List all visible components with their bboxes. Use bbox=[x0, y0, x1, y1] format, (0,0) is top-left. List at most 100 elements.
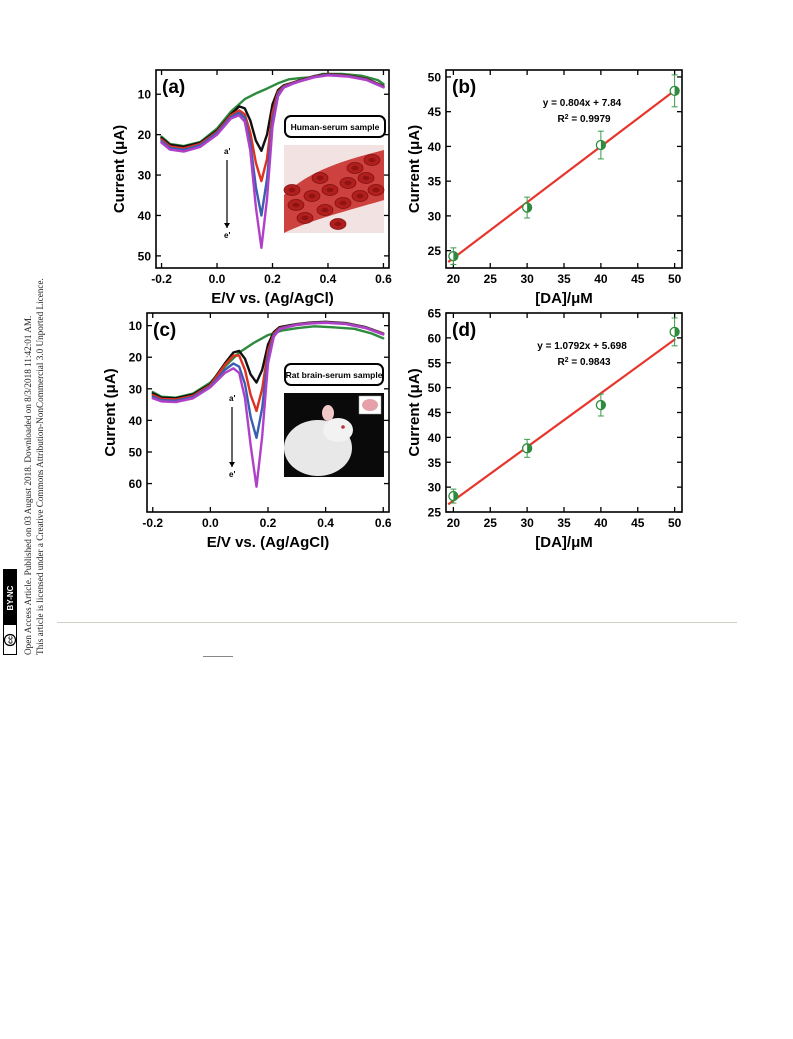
inset-label: Human-serum sample bbox=[291, 122, 380, 132]
y-tick-label: 35 bbox=[428, 175, 442, 189]
x-axis-label: [DA]/μM bbox=[535, 290, 593, 307]
x-tick-label: 0.2 bbox=[260, 516, 277, 530]
footnote-rule bbox=[203, 656, 233, 657]
y-axis-label: Current (μA) bbox=[111, 125, 128, 213]
x-tick-label: 45 bbox=[631, 516, 645, 530]
arrow-start-label: a' bbox=[229, 394, 235, 403]
r-label: R bbox=[557, 114, 565, 125]
inset-label-box bbox=[284, 115, 386, 138]
y-tick-label: 40 bbox=[138, 209, 152, 223]
y-axis-label: Current (μA) bbox=[406, 125, 423, 213]
data-point-half bbox=[600, 140, 606, 150]
x-tick-label: -0.2 bbox=[142, 516, 163, 530]
y-tick-label: 50 bbox=[129, 445, 143, 459]
x-tick-label: 50 bbox=[668, 272, 682, 286]
x-tick-label: -0.2 bbox=[151, 272, 172, 286]
y-tick-label: 40 bbox=[428, 140, 442, 154]
y-tick-label: 10 bbox=[138, 88, 152, 102]
y-tick-label: 30 bbox=[129, 382, 143, 396]
panel-label: (b) bbox=[452, 77, 476, 98]
cell-center bbox=[356, 193, 364, 199]
r-exponent: 2 bbox=[565, 114, 569, 121]
inset-label-box bbox=[284, 363, 384, 386]
cell-center bbox=[288, 187, 296, 193]
data-point-half bbox=[600, 400, 606, 410]
panel-label: (c) bbox=[153, 320, 176, 341]
y-axis-label: Current (μA) bbox=[102, 368, 119, 456]
x-tick-label: 30 bbox=[520, 516, 534, 530]
x-tick-label: 35 bbox=[557, 272, 571, 286]
panel-b: 20 25 30 35 40 45 50 25 30 35 40 45 50 [DA]/μM Current… bbox=[406, 69, 683, 307]
cell-center bbox=[344, 180, 352, 186]
y-tick-label: 55 bbox=[428, 356, 442, 370]
y-tick-label: 45 bbox=[428, 105, 442, 119]
y-tick-label: 20 bbox=[129, 351, 143, 365]
x-tick-label: 0.6 bbox=[375, 272, 392, 286]
fit-r-squared: R2 = 0.9979 bbox=[557, 114, 611, 126]
x-tick-label: 30 bbox=[520, 272, 534, 286]
y-tick-label: 25 bbox=[428, 244, 442, 258]
panel-c: -0.2 0.0 0.2 0.4 0.6 10 20 30 40 50 60 E/V vs. (Ag/… bbox=[102, 312, 392, 551]
fit-equation: y = 0.804x + 7.84 bbox=[543, 98, 622, 109]
x-tick-label: 20 bbox=[447, 516, 461, 530]
y-tick-label: 25 bbox=[428, 506, 442, 520]
cell-center bbox=[351, 165, 359, 171]
panel-label: (a) bbox=[162, 77, 185, 98]
cell-center bbox=[308, 193, 316, 199]
x-tick-label: 25 bbox=[484, 516, 498, 530]
fit-equation: y = 1.0792x + 5.698 bbox=[537, 341, 627, 352]
y-tick-label: 40 bbox=[129, 414, 143, 428]
panel-label: (d) bbox=[452, 320, 476, 341]
cell-center bbox=[334, 221, 342, 227]
cell-center bbox=[321, 207, 329, 213]
data-point-half bbox=[674, 86, 680, 96]
fit-r-squared: R2 = 0.9843 bbox=[557, 357, 611, 369]
r-exponent: 2 bbox=[565, 357, 569, 364]
rat-eye bbox=[341, 425, 345, 429]
x-tick-label: 50 bbox=[668, 516, 682, 530]
data-point-half bbox=[527, 443, 532, 453]
x-tick-label: 0.0 bbox=[209, 272, 226, 286]
cc-icon: (cc) bbox=[8, 634, 15, 646]
arrow-start-label: a' bbox=[224, 147, 230, 156]
cc-license-badge[interactable]: (cc) BY-NC bbox=[3, 569, 17, 655]
cell-center bbox=[368, 157, 376, 163]
x-tick-label: 40 bbox=[594, 272, 608, 286]
x-axis-label: E/V vs. (Ag/AgCl) bbox=[211, 290, 334, 307]
y-tick-label: 30 bbox=[138, 169, 152, 183]
arrow-end-label: e' bbox=[229, 470, 235, 479]
series-line-5 bbox=[160, 74, 385, 249]
y-tick-label: 30 bbox=[428, 209, 442, 223]
cell-center bbox=[301, 215, 309, 221]
arrow-end-label: e' bbox=[224, 231, 230, 240]
inset-label: Rat brain-serum sample bbox=[286, 370, 383, 380]
cell-center bbox=[292, 202, 300, 208]
y-tick-label: 65 bbox=[428, 307, 442, 321]
data-point-half bbox=[453, 251, 458, 261]
x-tick-label: 0.4 bbox=[320, 272, 337, 286]
data-point-half bbox=[453, 491, 458, 501]
x-tick-label: 25 bbox=[484, 272, 498, 286]
y-tick-label: 20 bbox=[138, 128, 152, 142]
series-line-5 bbox=[151, 321, 385, 488]
fit-line bbox=[447, 338, 677, 506]
x-tick-label: 35 bbox=[557, 516, 571, 530]
data-point-half bbox=[674, 327, 680, 337]
y-tick-label: 50 bbox=[428, 70, 442, 84]
blood-cells-image bbox=[283, 145, 385, 233]
y-tick-label: 40 bbox=[428, 431, 442, 445]
y-tick-label: 60 bbox=[428, 331, 442, 345]
cell-center bbox=[372, 187, 380, 193]
panel-d: 20 25 30 35 40 45 50 25 30 35 40 45 50 55 60 65 [DA]/μM C… bbox=[406, 307, 683, 551]
r-value: = 0.9979 bbox=[569, 114, 611, 125]
data-point-half bbox=[527, 203, 532, 213]
y-tick-label: 45 bbox=[428, 406, 442, 420]
x-tick-label: 0.2 bbox=[264, 272, 281, 286]
cell-center bbox=[339, 200, 347, 206]
x-tick-label: 0.4 bbox=[317, 516, 334, 530]
panel-a: -0.2 0.0 0.2 0.4 0.6 10 20 30 40 50 E/V vs. (Ag/Ag… bbox=[111, 69, 392, 307]
x-axis-label: E/V vs. (Ag/AgCl) bbox=[207, 534, 330, 551]
by-nc-label: BY-NC bbox=[6, 585, 15, 610]
x-tick-label: 0.6 bbox=[375, 516, 392, 530]
brain-shape bbox=[362, 399, 378, 411]
